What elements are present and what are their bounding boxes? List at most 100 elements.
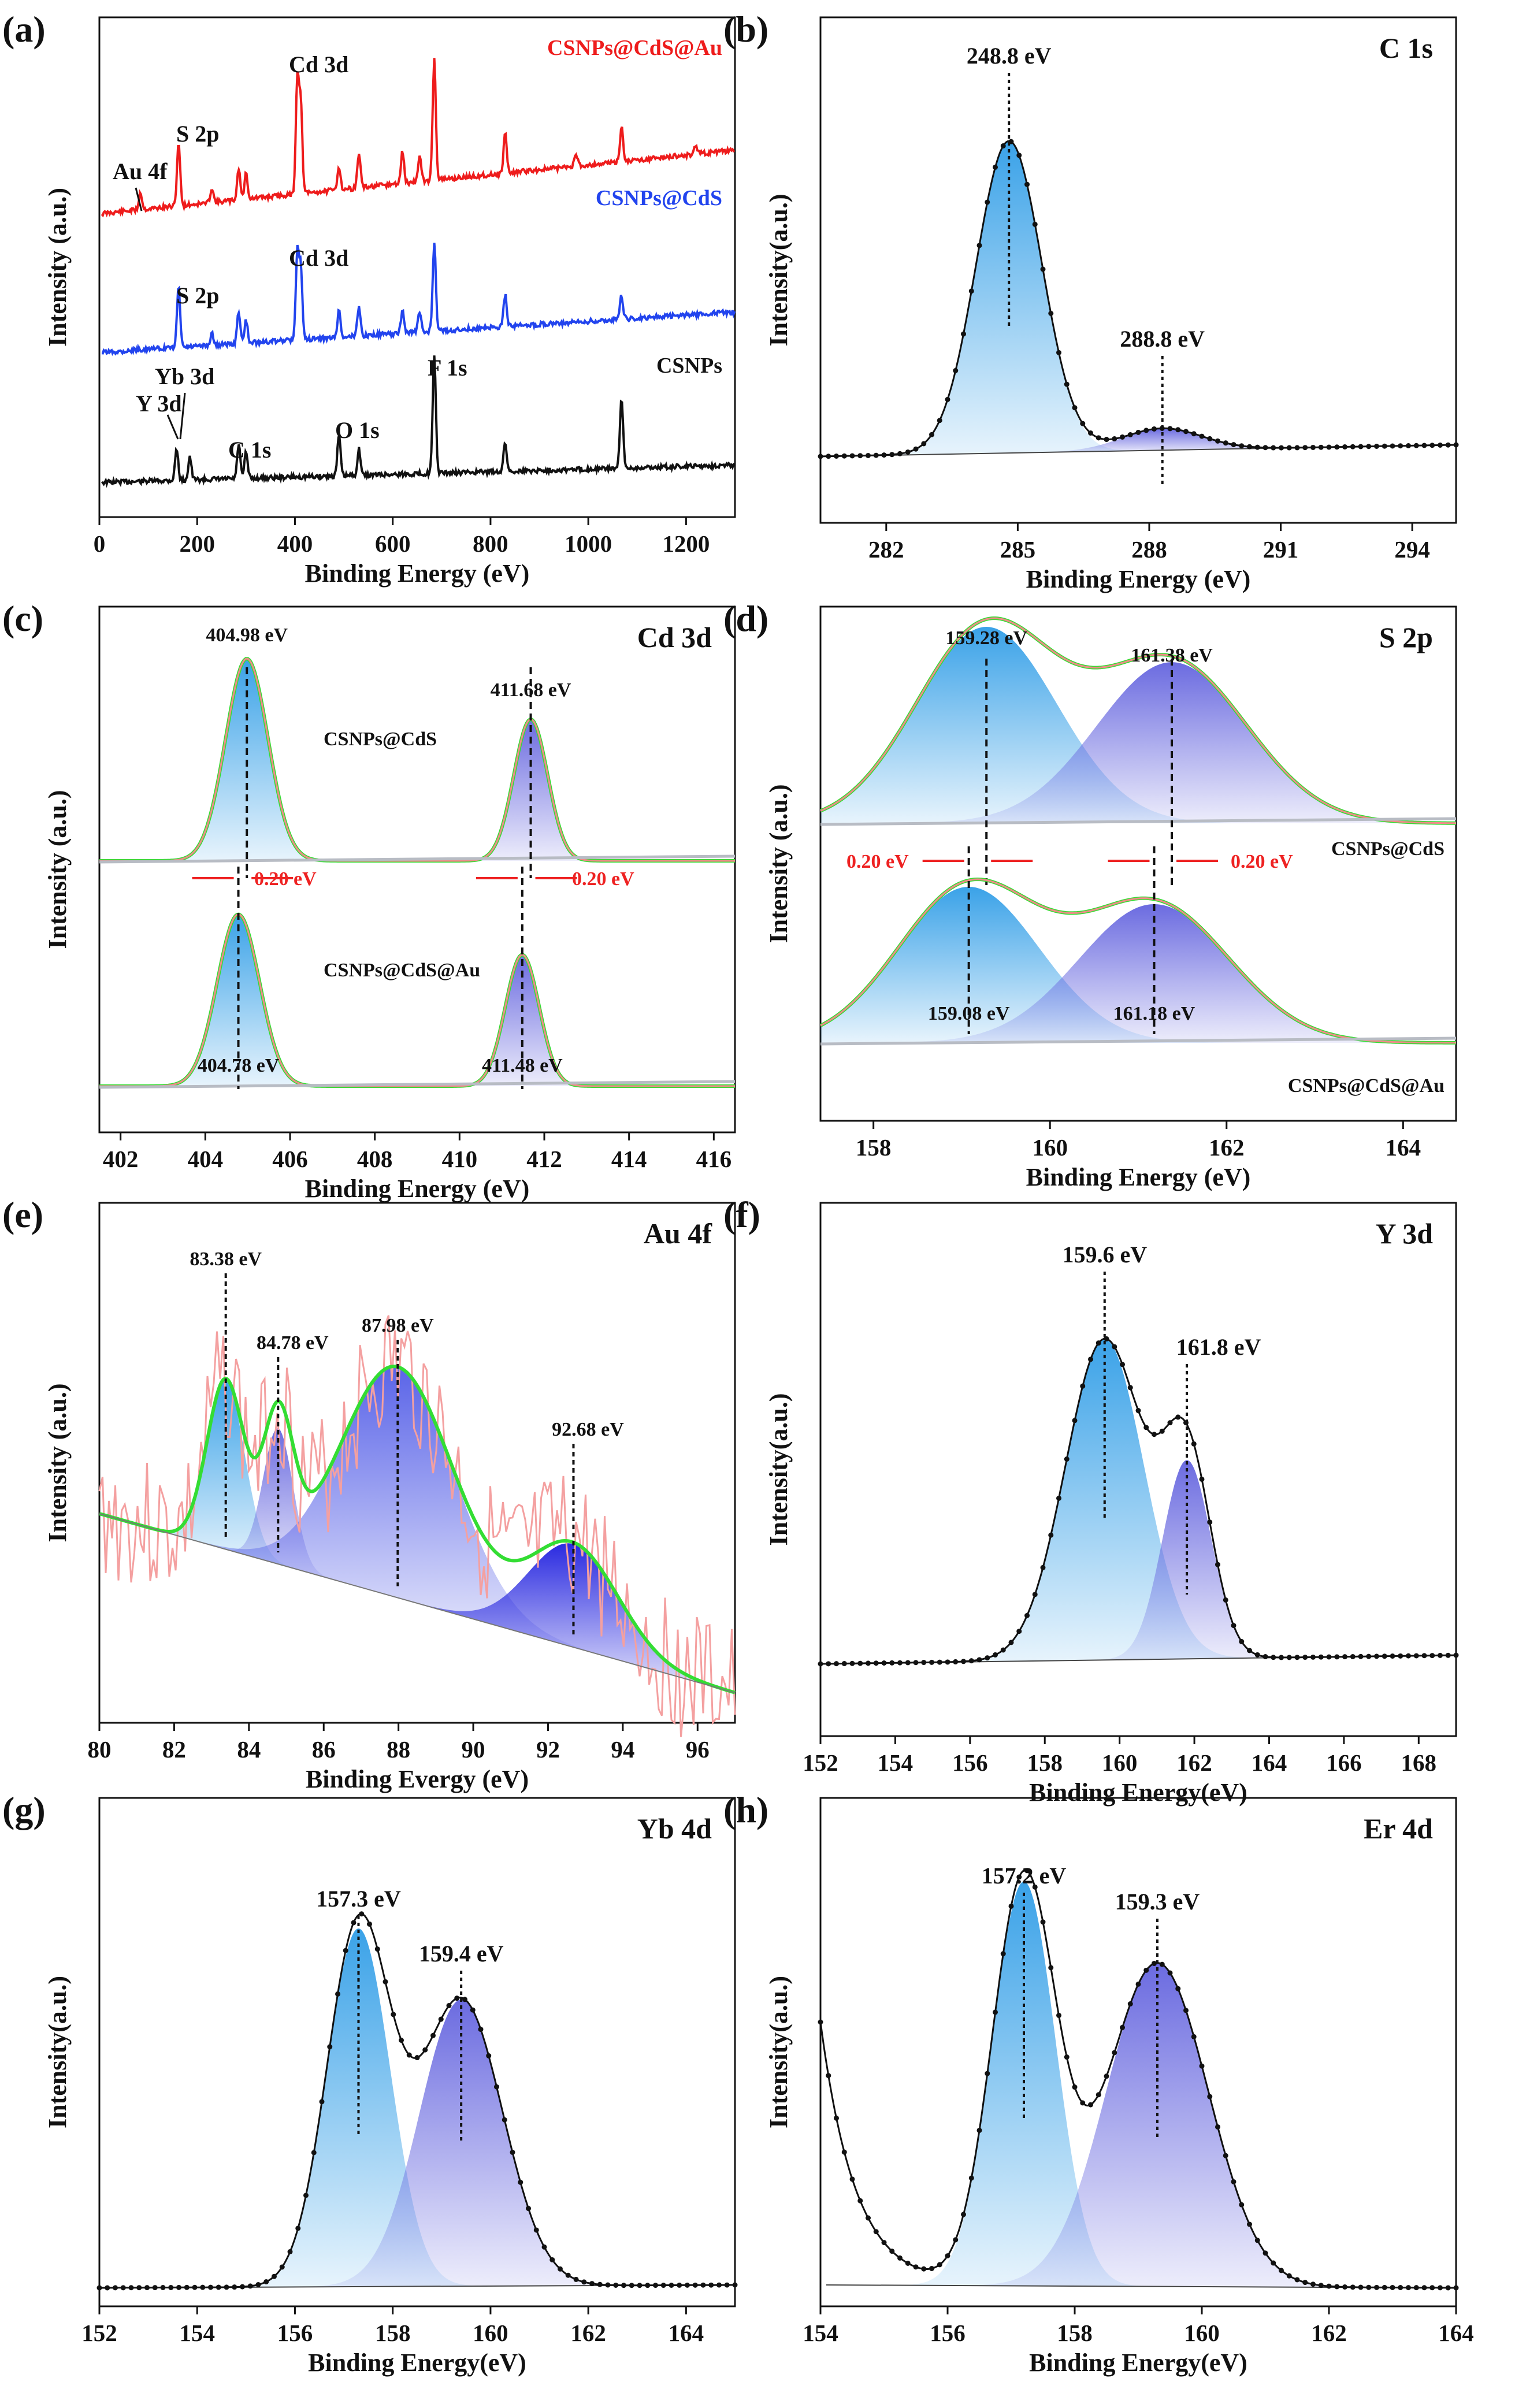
data-point (985, 199, 990, 205)
panel-letter: (a) (2, 9, 46, 50)
data-point (1254, 1652, 1260, 1658)
data-point (1056, 350, 1061, 355)
data-point (1445, 2285, 1451, 2291)
raw-spectrum (99, 657, 735, 862)
peak-component (233, 1928, 486, 2287)
data-point (1159, 1428, 1165, 1434)
data-point (889, 1660, 895, 1666)
x-tick-label: 80 (88, 1736, 112, 1763)
data-point (1247, 2221, 1252, 2227)
data-point (1231, 2179, 1236, 2184)
data-point (849, 453, 855, 459)
data-point (1406, 2285, 1411, 2291)
data-point (113, 2285, 118, 2291)
x-axis-title: Binding Energy (eV) (1026, 1163, 1251, 1191)
data-point (961, 1659, 966, 1664)
data-point (1064, 381, 1070, 387)
x-tick-label: 96 (686, 1736, 710, 1763)
x-tick-label: 84 (237, 1736, 261, 1763)
data-point (1413, 2285, 1419, 2291)
panel-h: 154 156 158 160 162 164 Binding Energy(eV) Inte… (723, 1789, 1474, 2377)
data-point (1048, 1965, 1054, 1971)
panel-letter: (h) (723, 1789, 768, 1830)
data-point (1223, 440, 1228, 446)
data-point (478, 2027, 484, 2032)
data-point (272, 2273, 277, 2279)
data-point (1390, 1653, 1395, 1659)
x-tick-label: 291 (1263, 536, 1299, 563)
x-tick-label: 400 (277, 530, 313, 557)
data-point (1302, 1655, 1308, 1660)
data-point (1382, 2284, 1387, 2290)
data-point (327, 2044, 333, 2050)
data-point (1326, 2283, 1332, 2289)
x-axis-title: Binding Energy(eV) (1029, 1778, 1247, 1807)
plot-frame (819, 605, 1457, 1122)
plot-frame (98, 605, 736, 1134)
peak-component (820, 887, 1252, 1043)
data-point (1382, 1653, 1387, 1659)
data-point (1175, 427, 1181, 433)
data-point (247, 2283, 253, 2289)
x-tick-label: 158 (375, 2320, 411, 2346)
data-point (945, 2253, 950, 2259)
data-point (613, 2282, 619, 2288)
data-point (929, 2266, 934, 2272)
data-point (669, 2282, 674, 2288)
x-tick-label: 160 (1032, 1134, 1068, 1161)
panel-letter: (e) (2, 1194, 43, 1235)
data-point (1064, 1456, 1070, 1462)
data-point (1421, 2285, 1427, 2291)
data-point (897, 1660, 903, 1666)
panel-g: 152 154 156 158 160 162 164 Binding Energy(eV) I… (2, 1789, 738, 2377)
x-tick-label: 90 (462, 1736, 485, 1763)
plot-frame (98, 16, 736, 518)
x-tick-label: 402 (103, 1146, 139, 1172)
data-point (985, 2071, 990, 2076)
panel-title: Er 4d (1364, 1812, 1433, 1845)
peak-label: 159.4 eV (419, 1941, 504, 1967)
data-point (303, 2193, 309, 2198)
data-point (1159, 1961, 1165, 1967)
panel-title: S 2p (1379, 621, 1433, 653)
data-point (921, 1660, 927, 1666)
data-point (1286, 1655, 1292, 1660)
data-point (1413, 443, 1419, 448)
y-axis-title: Intensity(a.u.) (764, 194, 793, 346)
x-tick-label: 156 (952, 1749, 988, 1776)
annotation-arrow (135, 187, 143, 211)
data-point (494, 2084, 499, 2090)
data-point (1302, 445, 1308, 451)
raw-spectrum (99, 913, 735, 1087)
panel-letter: (d) (723, 598, 768, 639)
data-point (866, 2215, 871, 2221)
data-point (1175, 1414, 1181, 1420)
x-tick-label: 158 (1057, 2320, 1093, 2346)
data-point (1366, 444, 1372, 449)
data-point (897, 451, 903, 456)
data-point (692, 2282, 698, 2288)
peak-label: 84.78 eV (257, 1332, 329, 1354)
series-label: CSNPs@CdS (1331, 838, 1445, 860)
data-point (1271, 445, 1276, 451)
x-tick-label: 168 (1401, 1749, 1437, 1776)
x-axis-title: Binding Energy (eV) (305, 1175, 530, 1203)
data-point (1000, 143, 1006, 148)
data-point (873, 452, 879, 458)
data-point (120, 2285, 126, 2291)
data-point (438, 2016, 444, 2022)
data-point (937, 1659, 942, 1665)
x-tick-label: 154 (179, 2320, 215, 2346)
data-point (881, 2240, 887, 2246)
data-point (454, 1995, 460, 2001)
data-point (1286, 445, 1292, 451)
data-point (351, 1920, 357, 1926)
data-point (834, 453, 839, 459)
x-tick-label: 158 (1027, 1749, 1063, 1776)
x-axis-title: Binding Energy (eV) (305, 559, 530, 588)
data-point (1104, 1336, 1109, 1342)
data-point (976, 2127, 982, 2133)
data-point (549, 2257, 555, 2262)
data-point (319, 2099, 325, 2105)
data-point (1000, 1951, 1006, 1957)
